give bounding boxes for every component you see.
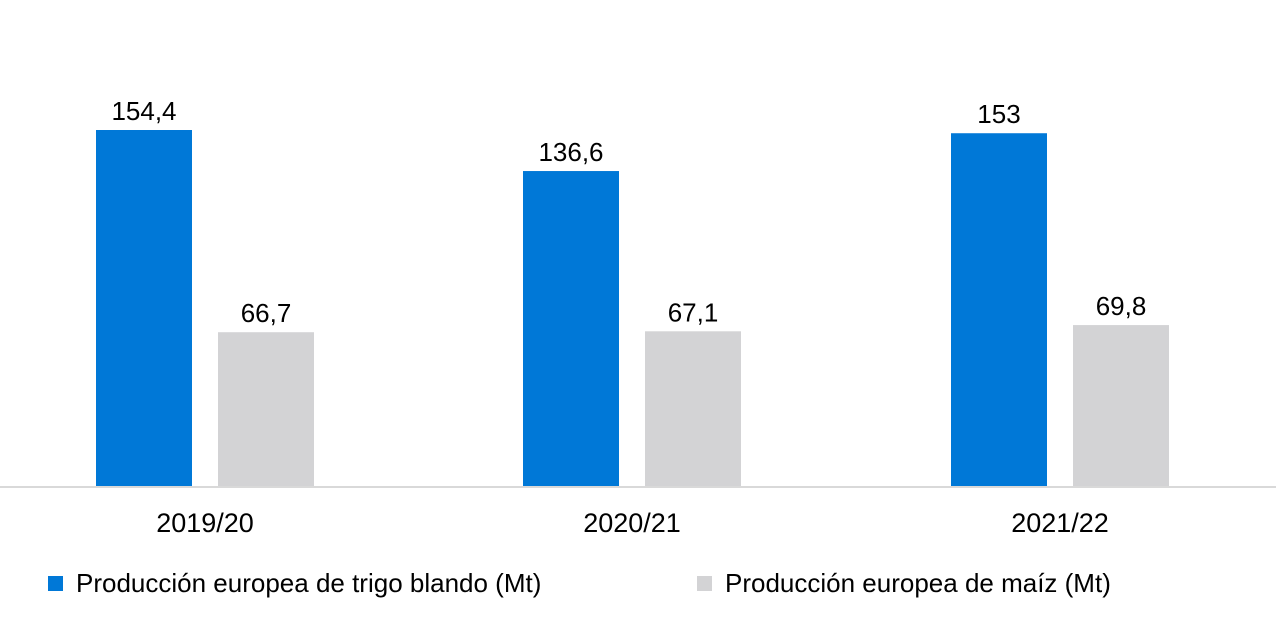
data-label-wheat-0: 154,4 xyxy=(111,96,176,126)
legend-label-maize: Producción europea de maíz (Mt) xyxy=(725,568,1111,598)
value-labels-group: 154,4 66,7 136,6 67,1 153 69,8 xyxy=(111,96,1146,328)
data-label-wheat-1: 136,6 xyxy=(538,137,603,167)
bar-wheat-1 xyxy=(523,171,619,487)
legend-label-wheat: Producción europea de trigo blando (Mt) xyxy=(76,568,542,598)
legend-swatch-maize xyxy=(697,576,712,591)
legend-swatch-wheat xyxy=(48,576,63,591)
bar-maize-2 xyxy=(1073,325,1169,486)
bars-group xyxy=(96,130,1169,487)
bar-maize-0 xyxy=(218,332,314,486)
category-label-0: 2019/20 xyxy=(156,508,254,538)
data-label-maize-2: 69,8 xyxy=(1096,291,1147,321)
bar-wheat-0 xyxy=(96,130,192,486)
data-label-maize-0: 66,7 xyxy=(241,298,292,328)
bar-maize-1 xyxy=(645,331,741,486)
category-labels-group: 2019/20 2020/21 2021/22 xyxy=(156,508,1109,538)
category-label-1: 2020/21 xyxy=(583,508,681,538)
legend-item-maize: Producción europea de maíz (Mt) xyxy=(697,568,1111,599)
legend-item-wheat: Producción europea de trigo blando (Mt) xyxy=(48,568,541,599)
category-label-2: 2021/22 xyxy=(1011,508,1109,538)
bar-wheat-2 xyxy=(951,133,1047,487)
data-label-maize-1: 67,1 xyxy=(668,297,719,327)
data-label-wheat-2: 153 xyxy=(977,99,1020,129)
